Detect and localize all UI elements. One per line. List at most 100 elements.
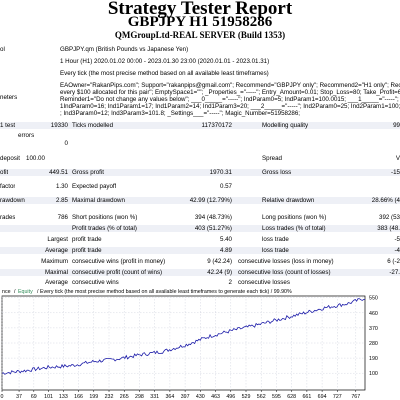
profit-trades-value: 403 (51.27%) — [194, 225, 232, 232]
row-highlight — [0, 269, 400, 276]
legend-description: / Every tick (the most precise method ba… — [37, 289, 292, 295]
x-tick-label: 661 — [302, 394, 311, 400]
max-consecutive-wins-label: consecutive wins (profit in money) — [72, 258, 166, 265]
y-tick-label: 100 — [369, 371, 378, 377]
profit-factor-label: factor — [0, 183, 16, 190]
bars-label: 1 test — [0, 122, 16, 129]
largest-profit-value: 5.40 — [219, 236, 232, 243]
x-tick-label: 628 — [287, 394, 296, 400]
y-axis: 550 460 370 280 190 100 — [369, 296, 378, 378]
maximal-drawdown-value: 42.99 (12.79%) — [189, 197, 232, 204]
param-line: ; Ind3Param0=12; Ind3Param3=101.8; _Sett… — [60, 110, 301, 117]
net-profit-value: 449.51 — [49, 169, 68, 176]
net-profit-label: ofit — [0, 169, 9, 176]
row-highlight — [0, 197, 400, 204]
absolute-drawdown-value: 2.85 — [55, 197, 68, 204]
maximal-consecutive-loss-value: -27. — [389, 269, 400, 276]
balance-line — [1, 298, 366, 375]
expert-label: ol — [0, 46, 5, 53]
quality-label: Modelling quality — [262, 122, 309, 129]
x-tick-label: 232 — [105, 394, 114, 400]
report-company: QMGroupLtd-REAL SERVER (Build 1353) — [114, 30, 286, 40]
param-line: 1IndParam0=16; Ind1Param1=17; Ind1Param2… — [60, 103, 400, 110]
average-profit-value: 4.89 — [219, 247, 232, 254]
x-tick-label: 101 — [44, 394, 53, 400]
short-positions-label: Short positions (won %) — [72, 214, 138, 221]
x-tick-label: 595 — [272, 394, 281, 400]
bars-value: 19330 — [50, 122, 68, 129]
x-tick-label: 69 — [31, 394, 37, 400]
x-tick-label: 331 — [150, 394, 159, 400]
x-tick-label: 430 — [196, 394, 205, 400]
x-tick-label: 199 — [89, 394, 98, 400]
x-axis: 0 37 69 101 133 166 199 232 265 298 331 364 397 430 46… — [1, 390, 360, 400]
expected-payoff-label: Expected payoff — [72, 183, 117, 190]
largest-profit-label: profit trade — [72, 236, 102, 243]
y-tick-label: 370 — [369, 326, 378, 332]
y-tick-label: 460 — [369, 311, 378, 317]
gross-loss-value: -15 — [391, 169, 400, 176]
param-line: every $100 allocated for this pair"; Emp… — [60, 89, 400, 96]
chart-grid — [1, 296, 365, 390]
x-tick-label: 133 — [59, 394, 68, 400]
ticks-label: Ticks modelled — [72, 122, 114, 129]
quality-value: 99 — [393, 122, 400, 129]
maximal-consecutive-loss-label: consecutive loss (count of losses) — [238, 269, 331, 276]
profit-trades-label: Profit trades (% of total) — [72, 225, 137, 232]
short-positions-value: 394 (48.73%) — [194, 214, 232, 221]
report-title: Strategy Tester Report — [107, 0, 293, 19]
average-loss-value: -4 — [394, 247, 400, 254]
balance-chart: nce / Equity / Every tick (the most prec… — [0, 286, 400, 400]
row-highlight — [0, 169, 400, 176]
gross-profit-label: Gross profit — [72, 169, 104, 176]
spread-label: Spread — [262, 155, 282, 162]
long-positions-value: 392 (53 — [379, 214, 400, 221]
x-tick-label: 463 — [211, 394, 220, 400]
x-tick-label: 562 — [257, 394, 266, 400]
relative-drawdown-label: Relative drawdown — [262, 197, 315, 204]
largest-loss-label: loss trade — [262, 236, 289, 243]
row-highlight — [0, 247, 400, 254]
expert-value: GBPJPY.qm (British Pounds vs Japanese Ye… — [60, 46, 189, 53]
legend-separator: / — [14, 289, 16, 295]
relative-drawdown-value: 28.66% (4 — [371, 197, 400, 204]
x-tick-label: 397 — [181, 394, 190, 400]
legend-equity: Equity — [18, 289, 33, 295]
maximal-drawdown-label: Maximal drawdown — [72, 197, 125, 204]
parameters-label: neters — [0, 94, 18, 101]
x-tick-label: 0 — [1, 394, 4, 400]
maximal-consecutive-profit-value: 42.24 (9) — [207, 269, 232, 276]
avg-consecutive-wins-value: 2 — [228, 279, 232, 286]
x-tick-label: 727 — [333, 394, 342, 400]
param-line: Reminder1="Do not change any values belo… — [60, 96, 399, 103]
param-line: EAOwner="RakanPips.com"; Support="rakanp… — [60, 82, 400, 89]
errors-label: errors — [18, 132, 35, 139]
total-trades-value: 786 — [57, 214, 68, 221]
gross-loss-label: Gross loss — [262, 169, 292, 176]
loss-trades-value: 383 (48. — [377, 225, 400, 232]
legend-balance: nce — [2, 289, 11, 295]
spread-value: V — [395, 155, 400, 162]
total-trades-label: rades — [0, 214, 16, 221]
absolute-drawdown-label: rawdown — [0, 197, 25, 204]
max-consecutive-losses-value: 6 (-2 — [387, 258, 400, 265]
profit-factor-value: 1.30 — [55, 183, 68, 190]
ticks-value: 117370172 — [201, 122, 232, 129]
x-tick-label: 37 — [16, 394, 22, 400]
expected-payoff-value: 0.57 — [219, 183, 232, 190]
average-label: Average — [45, 247, 68, 254]
deposit-value: 100.00 — [26, 155, 45, 162]
avg-consecutive-losses-label: consecutive losses — [238, 279, 290, 286]
x-tick-label: 496 — [226, 394, 235, 400]
y-tick-label: 550 — [369, 296, 378, 302]
x-tick-label: 767 — [351, 394, 360, 400]
largest-loss-value: -5 — [394, 236, 400, 243]
x-tick-label: 265 — [120, 394, 129, 400]
x-tick-label: 529 — [242, 394, 251, 400]
maximal-label: Maximal — [44, 269, 68, 276]
average-loss-label: loss trade — [262, 247, 289, 254]
report-symbol-line: GBPJPY H1 51958286 — [127, 14, 273, 30]
gross-profit-value: 1970.31 — [209, 169, 232, 176]
max-consecutive-losses-label: consecutive losses (loss in money) — [238, 258, 334, 265]
row-highlight — [0, 122, 400, 129]
